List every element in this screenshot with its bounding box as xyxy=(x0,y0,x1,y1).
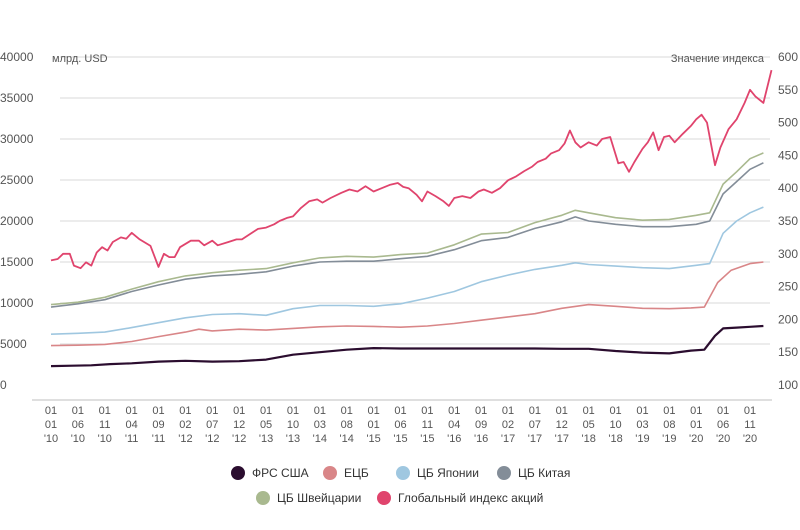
left-tick-label: 25000 xyxy=(0,173,34,187)
series-line-4 xyxy=(50,152,764,306)
x-tick-label: 01 11'15 xyxy=(420,405,434,445)
x-tick-label: 01 02'17 xyxy=(501,405,515,445)
series-lines xyxy=(50,69,773,368)
right-tick-label: 550 xyxy=(778,83,798,97)
x-tick-label: 01 03'19 xyxy=(635,405,649,445)
right-tick-label: 500 xyxy=(778,116,798,130)
series-line-0 xyxy=(50,324,764,368)
right-tick-label: 200 xyxy=(778,312,798,326)
legend-marker xyxy=(377,491,391,505)
legend-marker xyxy=(396,466,410,480)
legend-item: Глобальный индекс акций xyxy=(377,491,543,505)
x-tick-label: 01 03'14 xyxy=(313,405,327,445)
x-tick-label: 01 05'18 xyxy=(582,405,596,445)
legend-item: ЕЦБ xyxy=(323,466,369,480)
legend-item: ЦБ Китая xyxy=(497,466,570,480)
x-tick-label: 01 06'15 xyxy=(393,405,407,445)
x-tick-label: 01 11'20 xyxy=(743,405,757,445)
x-tick-label: 01 04'11 xyxy=(125,405,139,445)
legend-marker xyxy=(256,491,270,505)
legend: ФРС США ЕЦБ ЦБ Японии ЦБ Китая ЦБ Швейцарии Г… xyxy=(231,466,570,505)
left-axis-unit: млрд. USD xyxy=(52,53,108,65)
x-tick-label: 01 12'17 xyxy=(555,405,569,445)
right-tick-label: 150 xyxy=(778,345,798,359)
legend-label: Глобальный индекс акций xyxy=(398,491,543,505)
legend-label: ЕЦБ xyxy=(344,466,369,480)
left-tick-label: 40000 xyxy=(0,50,34,64)
right-tick-label: 400 xyxy=(778,181,798,195)
series-line-3 xyxy=(50,162,764,308)
right-tick-label: 300 xyxy=(778,247,798,261)
legend-item: ЦБ Швейцарии xyxy=(256,491,361,505)
x-tick-label: 01 07'17 xyxy=(528,405,542,445)
left-tick-label: 5000 xyxy=(0,337,27,351)
legend-marker xyxy=(323,466,337,480)
x-tick-label: 01 10'13 xyxy=(286,405,300,445)
legend-label: ЦБ Китая xyxy=(518,466,570,480)
x-tick-label: 01 05'13 xyxy=(259,405,273,445)
x-tick-label: 01 06'20 xyxy=(716,405,730,445)
legend-label: ЦБ Швейцарии xyxy=(277,491,361,505)
x-tick-label: 01 04'16 xyxy=(447,405,461,445)
x-tick-label: 01 11'10 xyxy=(98,405,112,445)
x-tick-label: 01 12'12 xyxy=(232,405,246,445)
right-axis-unit: Значение индекса xyxy=(671,53,765,65)
x-tick-label: 01 08'14 xyxy=(340,405,354,445)
legend-marker xyxy=(497,466,511,480)
right-tick-label: 250 xyxy=(778,280,798,294)
x-tick-label: 01 06'10 xyxy=(71,405,85,445)
right-tick-label: 450 xyxy=(778,148,798,162)
series-line-1 xyxy=(50,261,764,347)
legend-item: ФРС США xyxy=(231,466,309,480)
x-tick-label: 01 09'11 xyxy=(152,405,166,445)
x-tick-label: 01 08'19 xyxy=(662,405,676,445)
right-tick-label: 100 xyxy=(778,378,798,392)
x-tick-label: 01 10'18 xyxy=(608,405,622,445)
legend-marker xyxy=(231,466,245,480)
x-tick-label: 01 01'15 xyxy=(366,405,380,445)
x-tick-label: 01 01'10 xyxy=(44,405,58,445)
legend-label: ФРС США xyxy=(252,466,309,480)
left-tick-label: 0 xyxy=(0,378,7,392)
gridlines xyxy=(60,56,770,345)
left-tick-label: 10000 xyxy=(0,296,34,310)
x-tick-label: 01 02'12 xyxy=(178,405,192,445)
right-tick-label: 350 xyxy=(778,214,798,228)
legend-item: ЦБ Японии xyxy=(396,466,479,480)
x-tick-label: 01 09'16 xyxy=(474,405,488,445)
right-axis: Значение индекса 100 150 200 250 300 350 400 45… xyxy=(671,50,798,392)
left-tick-label: 20000 xyxy=(0,214,34,228)
x-tick-label: 01 01'20 xyxy=(689,405,703,445)
x-axis: 01 01'10 01 06'10 01 11'10 01 04'11 01 09'11 01 02 '… xyxy=(32,399,772,445)
x-tick-label: 01 07'12 xyxy=(205,405,219,445)
series-line-5 xyxy=(50,69,773,270)
left-tick-label: 30000 xyxy=(0,132,34,146)
legend-label: ЦБ Японии xyxy=(417,466,479,480)
left-tick-label: 15000 xyxy=(0,255,34,269)
right-tick-label: 600 xyxy=(778,50,798,64)
left-axis: млрд. USD 0 5000 10000 15000 20000 25000 30000… xyxy=(0,50,108,392)
left-tick-label: 35000 xyxy=(0,91,34,105)
series-line-2 xyxy=(50,206,764,335)
